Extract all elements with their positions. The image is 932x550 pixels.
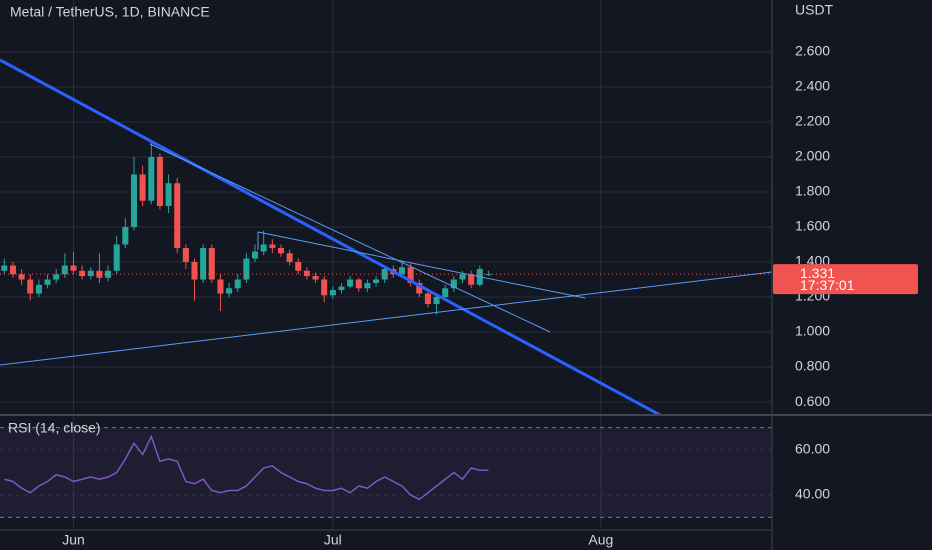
y-tick-label: 0.800 bbox=[795, 358, 830, 374]
candle-body bbox=[269, 244, 276, 249]
candle-body bbox=[217, 279, 224, 294]
candle-body bbox=[122, 227, 129, 245]
candle-body bbox=[53, 274, 60, 280]
y-tick-label: 2.600 bbox=[795, 43, 830, 59]
candle-body bbox=[191, 262, 198, 280]
candle-body bbox=[61, 265, 68, 275]
y-tick-label: 40.00 bbox=[795, 486, 830, 502]
candle-body bbox=[165, 183, 172, 207]
y-tick-label: 0.600 bbox=[795, 393, 830, 409]
candle-body bbox=[79, 270, 86, 277]
candle-body bbox=[277, 248, 284, 254]
chart-title: Metal / TetherUS, 1D, BINANCE bbox=[10, 4, 210, 20]
candle-body bbox=[355, 279, 362, 289]
candle-body bbox=[27, 279, 34, 294]
unit-label: USDT bbox=[795, 2, 834, 18]
candle-body bbox=[260, 244, 267, 252]
y-tick-label: 60.00 bbox=[795, 441, 830, 457]
trendline bbox=[0, 271, 773, 366]
candle-body bbox=[174, 183, 181, 249]
x-tick-label: Jun bbox=[62, 532, 85, 548]
countdown-label: 17:37:01 bbox=[800, 277, 855, 293]
candle-body bbox=[450, 279, 457, 289]
y-tick-label: 2.200 bbox=[795, 113, 830, 129]
x-tick-label: Jul bbox=[324, 532, 342, 548]
trendline bbox=[149, 143, 551, 333]
candle-body bbox=[113, 244, 120, 271]
candle-body bbox=[459, 274, 466, 280]
candle-body bbox=[35, 284, 42, 294]
candle-body bbox=[347, 279, 354, 287]
candle-body bbox=[1, 265, 8, 271]
candle-body bbox=[200, 248, 207, 280]
candle-body bbox=[312, 276, 319, 280]
x-tick-label: Aug bbox=[588, 532, 613, 548]
candle-body bbox=[9, 265, 16, 275]
candle-body bbox=[364, 283, 371, 289]
candle-body bbox=[182, 248, 189, 263]
candle-body bbox=[87, 270, 94, 277]
candle-body bbox=[468, 274, 475, 285]
price-tag bbox=[773, 264, 918, 295]
candle-body bbox=[321, 279, 328, 296]
candle-body bbox=[303, 270, 310, 277]
candle-body bbox=[433, 297, 440, 305]
candle-body bbox=[243, 258, 250, 280]
axes: Jun Jul Aug0.6000.8001.0001.2001.4001.6001… bbox=[62, 43, 918, 548]
candle-body bbox=[407, 267, 414, 284]
candle-body bbox=[139, 174, 146, 201]
y-tick-label: 1.800 bbox=[795, 183, 830, 199]
candle-body bbox=[252, 251, 259, 259]
rsi-band-fill bbox=[0, 427, 772, 518]
trendline bbox=[0, 58, 661, 417]
candle-body bbox=[373, 279, 380, 284]
candle-body bbox=[416, 283, 423, 294]
candle-body bbox=[295, 262, 302, 271]
grid bbox=[0, 0, 772, 530]
candle-body bbox=[329, 290, 336, 296]
candle-body bbox=[96, 270, 103, 278]
y-tick-label: 2.000 bbox=[795, 148, 830, 164]
candle-body bbox=[398, 267, 406, 275]
candle-body bbox=[130, 174, 138, 228]
plot bbox=[0, 143, 772, 501]
rsi-line bbox=[4, 434, 489, 501]
candle-body bbox=[44, 279, 51, 285]
y-tick-label: 2.400 bbox=[795, 78, 830, 94]
candle-body bbox=[442, 288, 449, 298]
candle-body bbox=[208, 248, 215, 280]
candle-body bbox=[70, 265, 77, 271]
candle-body bbox=[156, 157, 163, 207]
candle-body bbox=[148, 157, 155, 201]
trendline bbox=[257, 231, 586, 299]
candle-body bbox=[286, 253, 293, 263]
candle-body bbox=[424, 293, 431, 305]
candle-body bbox=[338, 286, 345, 291]
rsi-legend: RSI (14, close) bbox=[8, 420, 101, 436]
last-price-label: 1.331 bbox=[800, 265, 835, 281]
y-tick-label: 1.000 bbox=[795, 323, 830, 339]
candle-body bbox=[18, 274, 25, 280]
y-tick-label: 1.600 bbox=[795, 218, 830, 234]
candle-body bbox=[234, 279, 241, 289]
candle-body bbox=[226, 288, 233, 294]
